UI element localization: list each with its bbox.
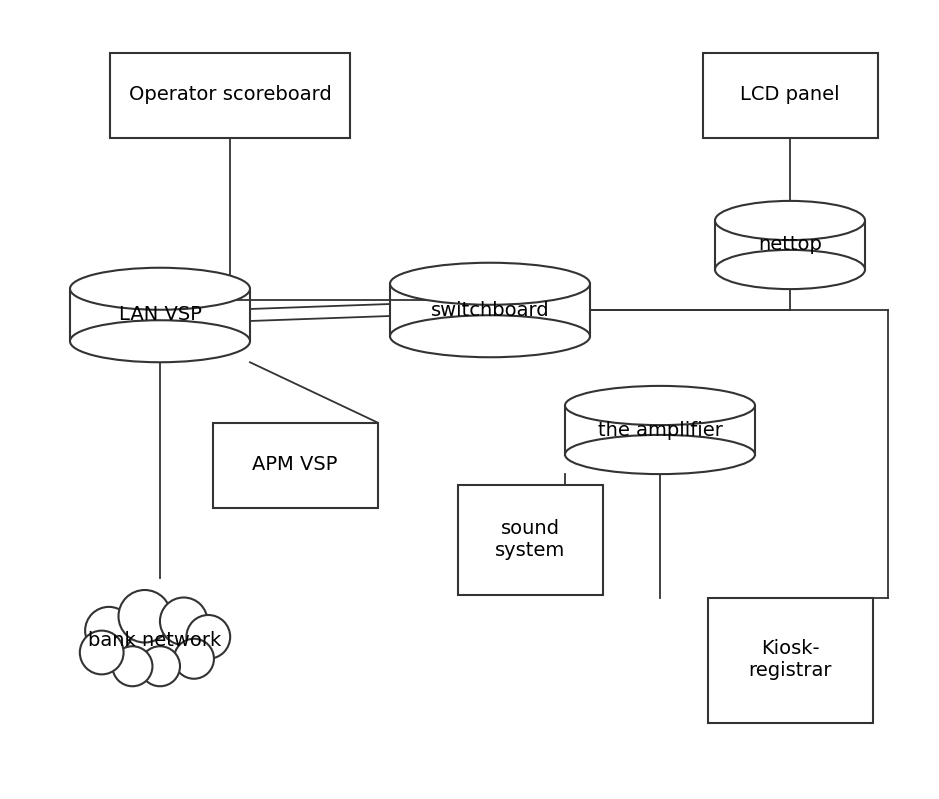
Circle shape [140,646,180,686]
FancyBboxPatch shape [707,598,872,722]
Ellipse shape [565,386,755,425]
FancyBboxPatch shape [702,53,878,137]
FancyBboxPatch shape [110,53,350,137]
Ellipse shape [565,435,755,474]
Text: LCD panel: LCD panel [740,85,839,105]
Text: bank network: bank network [88,630,222,650]
FancyBboxPatch shape [457,485,603,595]
Text: APM VSP: APM VSP [253,455,338,475]
Circle shape [187,615,230,658]
Circle shape [85,607,132,654]
Text: Kiosk-
registrar: Kiosk- registrar [748,639,832,681]
Ellipse shape [715,201,865,240]
Ellipse shape [70,268,250,310]
Text: switchboard: switchboard [431,300,549,320]
Text: Operator scoreboard: Operator scoreboard [129,85,331,105]
Text: the amplifier: the amplifier [597,420,722,439]
Circle shape [118,590,171,642]
Text: sound
system: sound system [495,519,565,561]
Text: LAN VSP: LAN VSP [118,305,202,324]
Ellipse shape [390,316,590,357]
Circle shape [113,646,152,686]
FancyBboxPatch shape [212,423,377,507]
Text: nettop: nettop [758,236,822,255]
Ellipse shape [390,263,590,304]
Ellipse shape [715,250,865,289]
Circle shape [174,638,214,678]
Circle shape [80,630,124,674]
Ellipse shape [70,320,250,362]
Circle shape [160,598,208,645]
